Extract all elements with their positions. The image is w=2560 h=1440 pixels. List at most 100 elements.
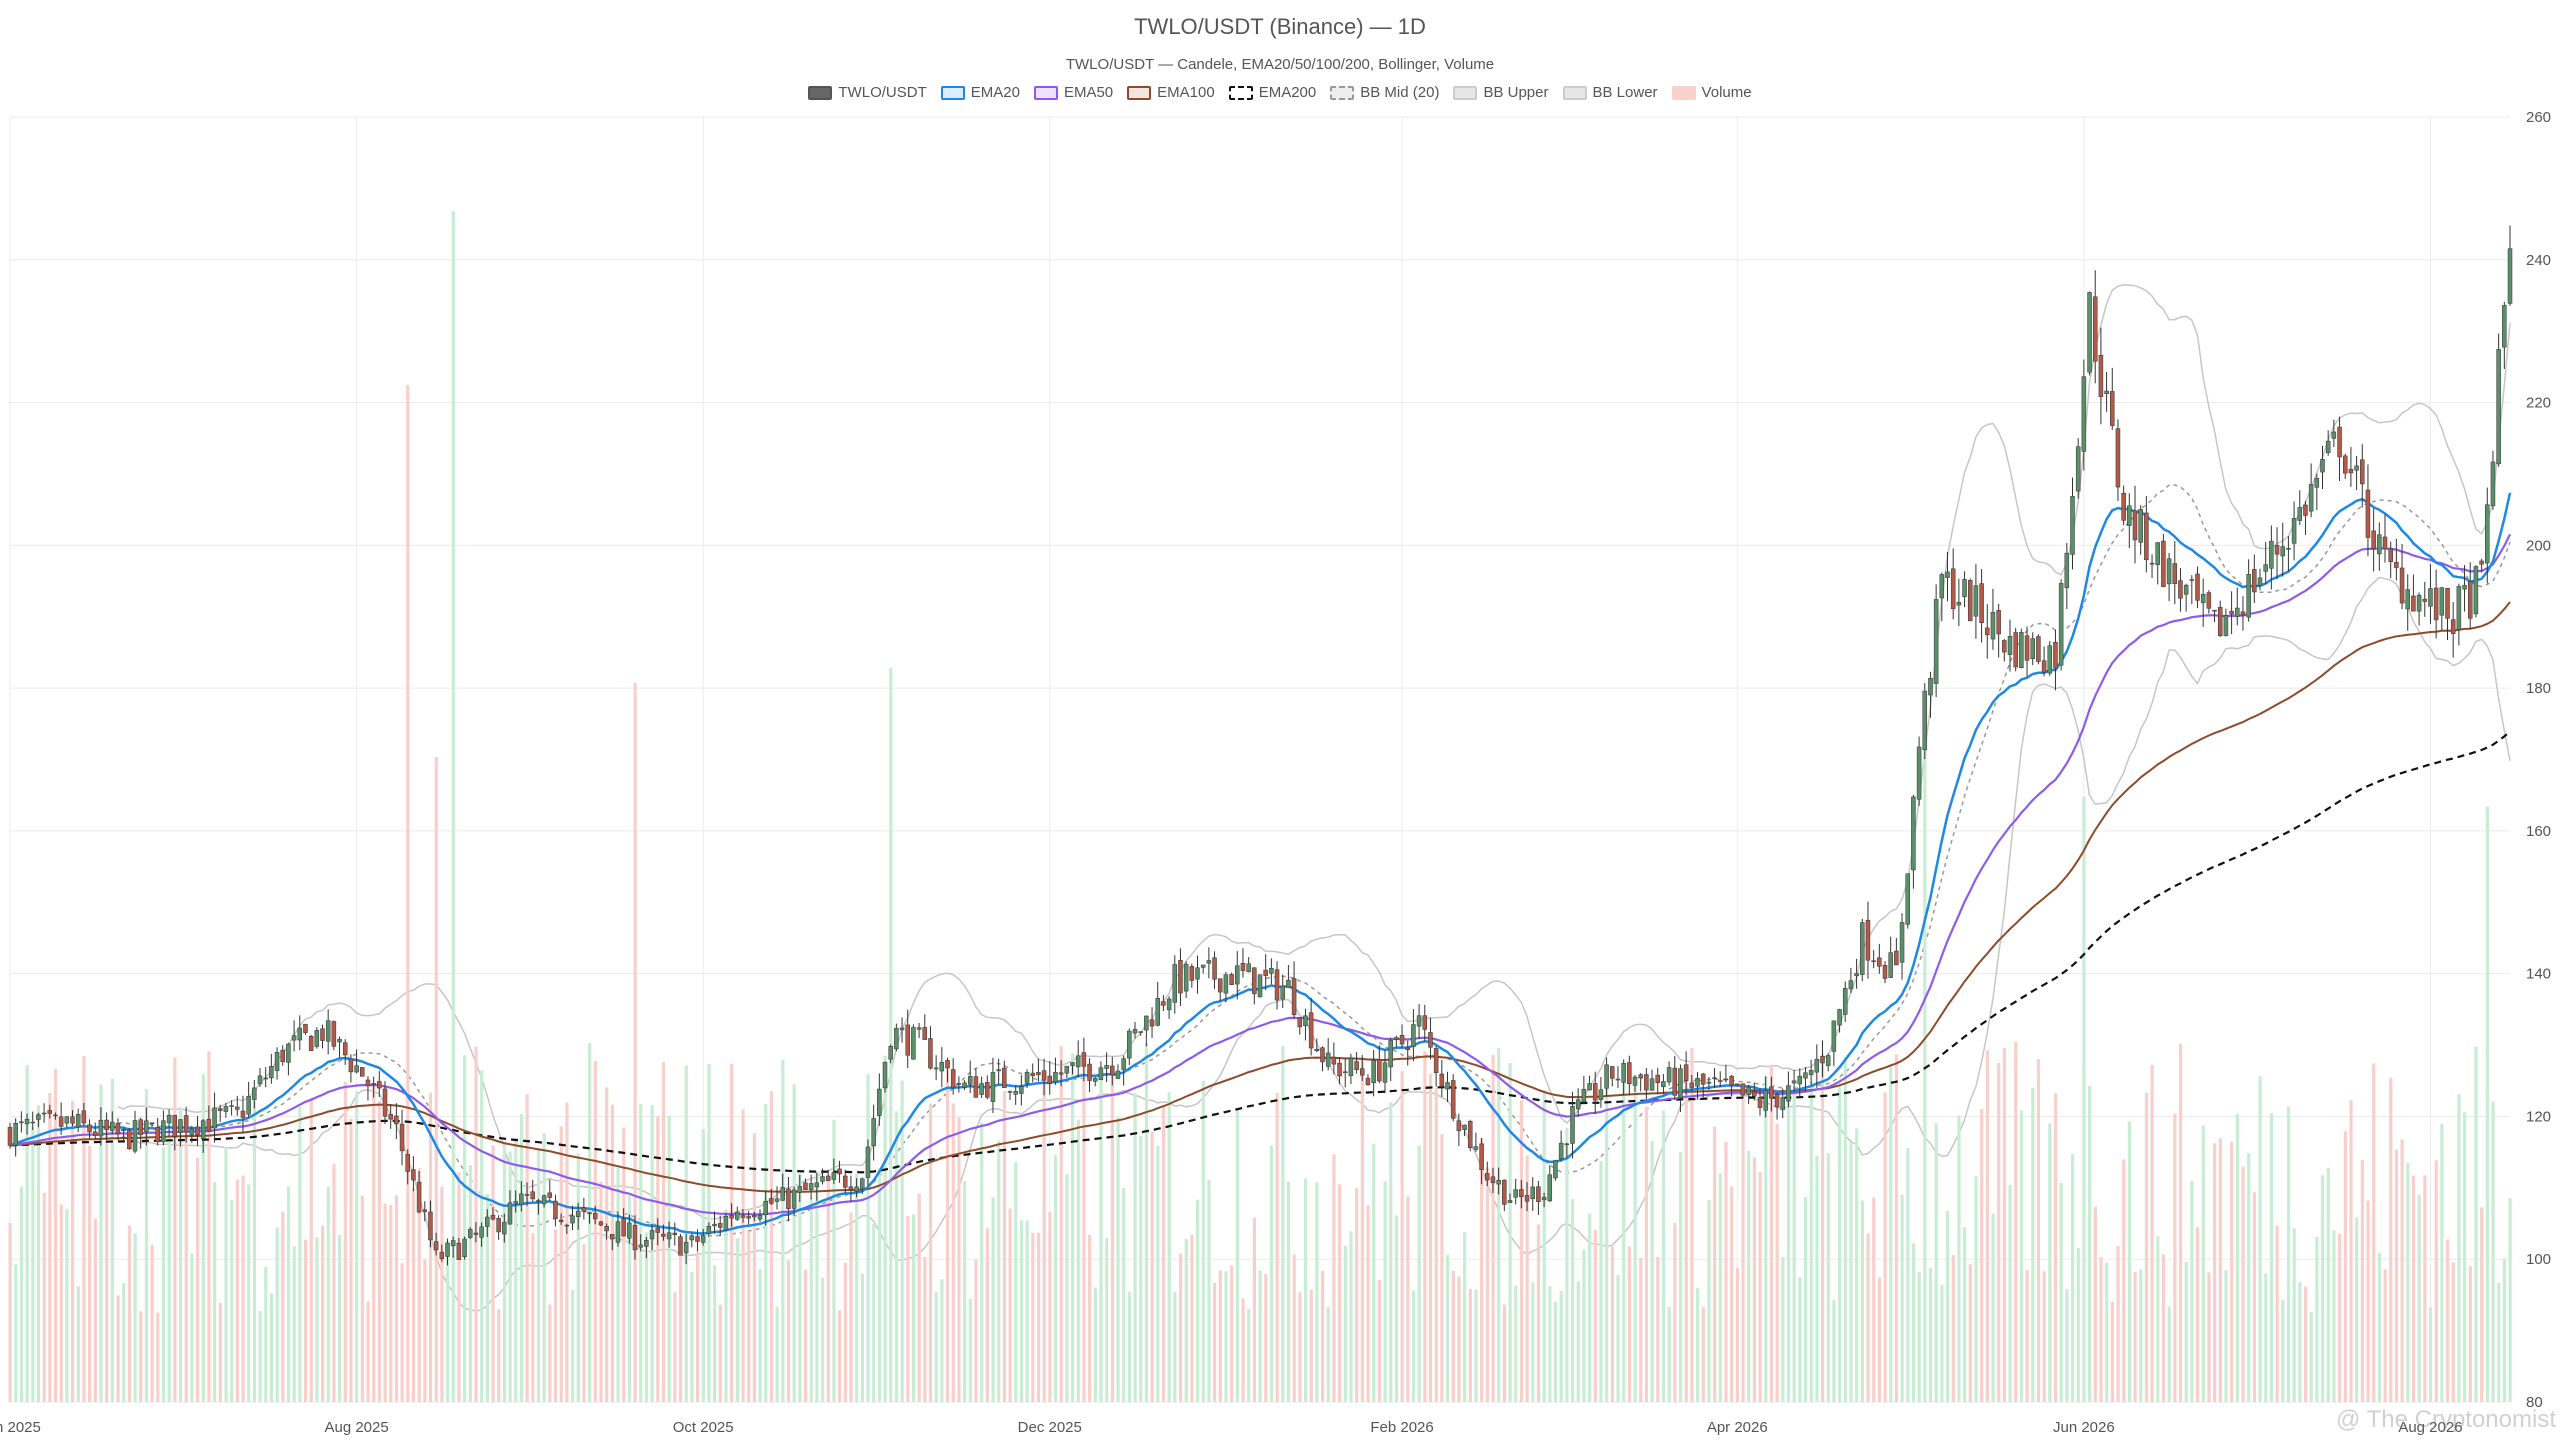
candle-body bbox=[416, 1181, 422, 1213]
candle-body bbox=[1229, 974, 1234, 985]
volume-bar bbox=[519, 1114, 524, 1402]
volume-bar bbox=[2281, 1300, 2285, 1402]
volume-bar bbox=[1116, 1117, 1120, 1402]
candle-body bbox=[655, 1227, 660, 1233]
candle-body bbox=[882, 1062, 888, 1089]
candle-body bbox=[1098, 1067, 1104, 1081]
volume-bar bbox=[1144, 1043, 1149, 1402]
volume-bar bbox=[423, 1259, 427, 1402]
candle-body bbox=[13, 1122, 18, 1146]
volume-bar bbox=[678, 1255, 683, 1402]
candle-body bbox=[860, 1178, 865, 1189]
candle-body bbox=[87, 1124, 92, 1133]
volume-bar bbox=[2235, 1113, 2239, 1402]
candle-body bbox=[1206, 960, 1212, 964]
volume-bar bbox=[1525, 1155, 1529, 1402]
volume-bar bbox=[8, 1222, 12, 1402]
candle-body bbox=[223, 1106, 229, 1112]
candle-body bbox=[240, 1110, 246, 1118]
legend-swatch bbox=[1228, 85, 1253, 100]
candle-body bbox=[1377, 1059, 1382, 1082]
candle-body bbox=[1729, 1075, 1734, 1086]
volume-bar bbox=[2502, 1258, 2507, 1402]
candle-body bbox=[825, 1175, 831, 1181]
volume-bar bbox=[286, 1186, 291, 1402]
volume-bar bbox=[1303, 1178, 1308, 1402]
volume-bar bbox=[25, 1065, 29, 1402]
candle-body bbox=[2450, 619, 2456, 634]
candle-body bbox=[1411, 1024, 1416, 1047]
candle-body bbox=[1450, 1080, 1456, 1119]
candle-body bbox=[1848, 980, 1854, 990]
legend-swatch bbox=[1562, 85, 1587, 100]
volume-bar bbox=[815, 1171, 819, 1402]
candle-body bbox=[1223, 974, 1229, 994]
legend-item[interactable]: EMA50 bbox=[1033, 84, 1114, 101]
candle-body bbox=[2144, 512, 2149, 561]
volume-bar bbox=[1599, 1161, 1603, 1402]
candle-body bbox=[411, 1169, 416, 1181]
volume-bar bbox=[1730, 1186, 1734, 1402]
candle-body bbox=[1178, 960, 1183, 994]
volume-bar bbox=[2440, 1123, 2444, 1402]
candle-body bbox=[1303, 1015, 1308, 1027]
candle-body bbox=[2166, 558, 2172, 585]
legend-item[interactable]: BB Lower bbox=[1562, 84, 1658, 101]
y-tick-label: 140 bbox=[2526, 966, 2551, 983]
candle-body bbox=[2252, 569, 2257, 593]
volume-bar bbox=[247, 1184, 251, 1402]
candle-body bbox=[138, 1119, 143, 1136]
legend-label: EMA50 bbox=[1063, 84, 1114, 101]
candle-body bbox=[1422, 1015, 1428, 1030]
x-tick-label: Aug 2026 bbox=[2398, 1419, 2462, 1436]
candle-body bbox=[808, 1183, 814, 1190]
x-tick-label: Feb 2026 bbox=[1370, 1419, 1433, 1436]
volume-bar bbox=[309, 1097, 313, 1402]
candle-body bbox=[399, 1123, 405, 1152]
candle-body bbox=[1200, 964, 1206, 968]
legend-label: EMA100 bbox=[1157, 84, 1215, 101]
volume-bar bbox=[860, 1273, 864, 1402]
candle-body bbox=[19, 1121, 24, 1124]
candle-body bbox=[735, 1211, 740, 1220]
candle-body bbox=[1087, 1063, 1092, 1081]
legend-item[interactable]: EMA200 bbox=[1228, 84, 1316, 101]
candle-body bbox=[161, 1120, 166, 1143]
legend-item[interactable]: EMA20 bbox=[940, 84, 1020, 101]
candle-body bbox=[433, 1241, 439, 1251]
candle-body bbox=[1030, 1072, 1035, 1076]
volume-bar bbox=[838, 1310, 842, 1402]
volume-bar bbox=[411, 1188, 416, 1402]
candle-body bbox=[1820, 1055, 1825, 1064]
candle-body bbox=[820, 1176, 825, 1182]
candle-body bbox=[2394, 562, 2399, 568]
volume-bar bbox=[1536, 1224, 1541, 1402]
chart-legend: TWLO/USDT EMA20 EMA50 EMA100 EMA200 BB Mid (2… bbox=[0, 84, 2560, 101]
volume-bar bbox=[2088, 1086, 2092, 1402]
volume-bar bbox=[2196, 1227, 2200, 1402]
candle-body bbox=[1013, 1090, 1018, 1095]
legend-item[interactable]: BB Mid (20) bbox=[1330, 84, 1439, 101]
volume-bar bbox=[190, 1253, 194, 1402]
legend-item[interactable]: EMA100 bbox=[1127, 84, 1215, 101]
volume-bar bbox=[2014, 1041, 2018, 1402]
volume-bar bbox=[525, 1094, 529, 1402]
candle-body bbox=[75, 1114, 81, 1128]
candle-body bbox=[1252, 967, 1257, 995]
candle-body bbox=[1610, 1066, 1615, 1079]
candle-body bbox=[280, 1049, 285, 1063]
candle-body bbox=[445, 1242, 450, 1257]
legend-item[interactable]: TWLO/USDT bbox=[808, 84, 927, 101]
candle-body bbox=[2070, 496, 2075, 555]
volume-bar bbox=[360, 1195, 364, 1402]
candle-body bbox=[1871, 960, 1876, 962]
volume-bar bbox=[400, 1263, 404, 1402]
legend-item[interactable]: Volume bbox=[1671, 84, 1752, 101]
volume-bar bbox=[2059, 1183, 2063, 1402]
volume-bar bbox=[951, 1103, 955, 1402]
candle-body bbox=[967, 1076, 973, 1085]
volume-bar bbox=[196, 1157, 200, 1402]
candle-body bbox=[1939, 574, 1945, 599]
legend-item[interactable]: BB Upper bbox=[1453, 84, 1549, 101]
